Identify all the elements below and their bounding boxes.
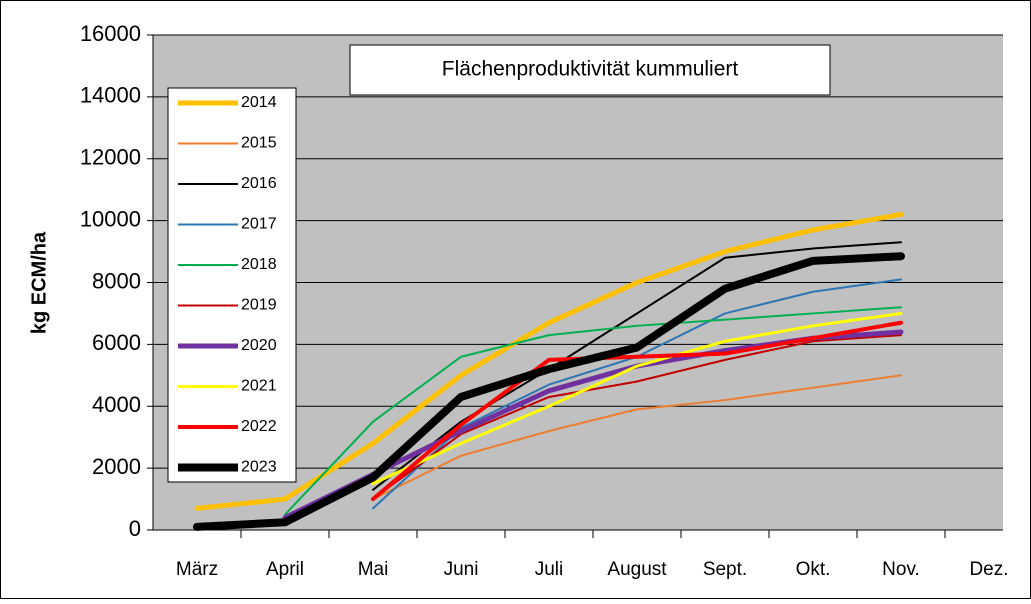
chart-title: Flächenproduktivität kummuliert [442, 58, 739, 81]
y-tick-label: 2000 [92, 454, 141, 479]
title-box [349, 44, 831, 96]
series-line [372, 334, 902, 501]
x-tick-label: Sept. [703, 559, 747, 580]
x-tick-label: Okt. [796, 559, 831, 580]
legend-label: 2014 [241, 94, 277, 111]
series-line [372, 374, 902, 501]
y-tick-label: 6000 [92, 330, 141, 355]
x-tick-label: März [176, 559, 218, 580]
legend-label: 2020 [241, 337, 277, 354]
legend-label: 2023 [241, 459, 277, 476]
legend-label: 2016 [241, 175, 277, 192]
y-tick-label: 10000 [80, 206, 141, 231]
y-tick-label: 16000 [80, 21, 141, 46]
y-tick-label: 12000 [80, 145, 141, 170]
legend-label: 2015 [241, 135, 277, 152]
series-line [371, 311, 903, 486]
y-tick-label: 8000 [92, 268, 141, 293]
series-line [371, 320, 903, 502]
x-tick-label: August [607, 559, 667, 580]
x-tick-label: April [266, 559, 304, 580]
series-line [194, 211, 904, 511]
x-tick-label: Juli [535, 559, 564, 580]
legend-label: 2019 [241, 297, 277, 314]
y-tick-label: 4000 [92, 392, 141, 417]
x-tick-label: Mai [358, 559, 389, 580]
series-line [372, 241, 902, 491]
legend-label: 2017 [241, 216, 277, 233]
x-tick-label: Juni [444, 559, 479, 580]
y-tick-label: 14000 [80, 83, 141, 108]
legend-label: 2018 [241, 256, 277, 273]
y-axis-label: kg ECM/ha [28, 231, 50, 334]
y-tick-label: 0 [129, 516, 141, 541]
series-line [284, 306, 902, 516]
legend-box [167, 87, 297, 483]
x-tick-label: Nov. [882, 559, 920, 580]
legend-label: 2022 [241, 418, 277, 435]
legend-label: 2021 [241, 378, 277, 395]
x-tick-label: Dez. [969, 559, 1008, 580]
series-line [193, 252, 905, 531]
